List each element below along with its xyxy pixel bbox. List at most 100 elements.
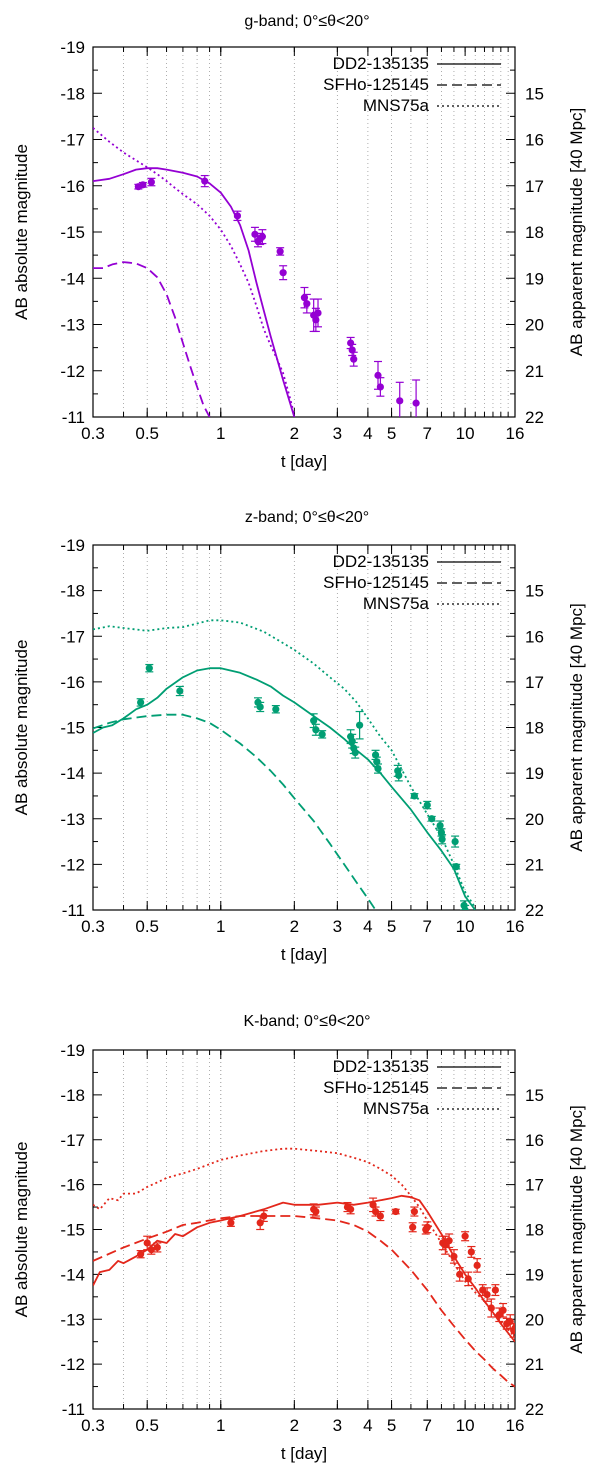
- y-tick-label: -13: [60, 1310, 85, 1329]
- data-point: [137, 698, 145, 707]
- data-point: [139, 181, 147, 189]
- y-tick-label: -15: [60, 223, 85, 242]
- series-line-sfho-125145: [93, 713, 377, 910]
- x-tick-label: 5: [387, 424, 396, 443]
- y-tick-label: -11: [62, 901, 85, 920]
- x-axis-label: t [day]: [281, 945, 327, 964]
- data-point: [233, 212, 242, 220]
- x-tick-label: 4: [363, 917, 372, 936]
- data-point: [176, 687, 184, 695]
- data-point: [376, 383, 384, 391]
- data-point: [396, 397, 404, 405]
- data-point: [279, 269, 287, 277]
- data-point: [491, 1286, 499, 1294]
- x-tick-label: 3: [333, 917, 342, 936]
- x-tick-label: 16: [506, 424, 525, 443]
- data-point: [312, 726, 320, 734]
- y-tick-label: -15: [60, 1221, 85, 1240]
- data-point: [487, 1304, 495, 1312]
- x-tick-label: 0.3: [81, 917, 105, 936]
- data-point: [410, 792, 418, 800]
- x-tick-label: 7: [423, 424, 432, 443]
- x-tick-label: 16: [506, 917, 525, 936]
- data-point: [423, 1223, 431, 1231]
- y-tick-label: -13: [60, 316, 85, 335]
- data-point: [303, 300, 311, 308]
- y-tick-label: -14: [60, 269, 85, 288]
- y2-tick-label: 22: [525, 901, 544, 920]
- data-point: [350, 355, 358, 363]
- chart-panel-2: 0.3 0.5 1 2 3 4 5 7 10 16 -19 -18 -17 -16 -15 -14 -13 -12…: [12, 509, 586, 964]
- data-point: [351, 748, 359, 757]
- x-tick-label: 10: [456, 424, 475, 443]
- data-point: [272, 705, 280, 713]
- y2-tick-label: 19: [525, 1265, 544, 1284]
- y2-tick-label: 16: [525, 131, 544, 150]
- y2-tick-label: 17: [525, 673, 544, 692]
- y-tick-label: -13: [60, 810, 85, 829]
- data-point: [376, 1212, 384, 1220]
- plot-frame: [92, 1049, 516, 1410]
- data-point: [452, 863, 460, 871]
- data-point: [423, 801, 431, 809]
- y2-tick-label: 20: [525, 810, 544, 829]
- data-point: [392, 1207, 400, 1216]
- y-axis-label: AB absolute magnitude: [12, 640, 31, 816]
- x-tick-label: 0.5: [135, 1416, 159, 1435]
- data-point: [312, 1207, 320, 1216]
- chart-title: K-band; 0°≤θ<20°: [244, 1013, 371, 1030]
- data-point: [483, 1290, 491, 1299]
- y2-tick-label: 16: [525, 1131, 544, 1150]
- y-tick-label: -18: [60, 1086, 85, 1105]
- x-tick-label: 10: [456, 917, 475, 936]
- data-point: [347, 339, 355, 347]
- data-point: [314, 309, 322, 317]
- y-axis-label: AB absolute magnitude: [12, 1142, 31, 1318]
- y-tick-label: -14: [60, 764, 85, 783]
- data-point: [428, 815, 436, 823]
- data-point: [450, 1252, 458, 1261]
- data-point: [436, 821, 444, 830]
- legend-label: DD2-135135: [333, 54, 429, 73]
- y-tick-label: -18: [60, 84, 85, 103]
- x-tick-label: 16: [506, 1416, 525, 1435]
- data-point: [318, 730, 326, 738]
- y-tick-label: -17: [60, 1131, 85, 1150]
- y-tick-label: -17: [60, 131, 85, 150]
- y2-tick-label: 18: [525, 1221, 544, 1240]
- data-point: [473, 1261, 481, 1269]
- x-tick-label: 0.3: [81, 424, 105, 443]
- series-line-dd2-135135: [93, 667, 476, 910]
- x-tick-label: 2: [290, 1416, 299, 1435]
- data-point: [153, 1243, 161, 1252]
- plot-frame: [92, 46, 516, 418]
- series-line-mns75a: [93, 619, 476, 909]
- x-tick-label: 7: [423, 1416, 432, 1435]
- y-tick-label: -19: [60, 536, 85, 555]
- x-tick-label: 1: [216, 424, 225, 443]
- data-point: [461, 1232, 469, 1240]
- y2-tick-label: 17: [525, 177, 544, 196]
- y2-axis-label: AB apparent magnitude [40 Mpc]: [567, 108, 586, 357]
- x-axis-label: t [day]: [281, 452, 327, 471]
- y2-tick-label: 22: [525, 1400, 544, 1419]
- legend-label: MNS75a: [363, 96, 430, 115]
- x-tick-label: 0.5: [135, 424, 159, 443]
- y-tick-label: -18: [60, 582, 85, 601]
- legend-label: SFHo-125145: [323, 1078, 429, 1097]
- y2-tick-label: 20: [525, 316, 544, 335]
- data-point: [451, 837, 459, 846]
- x-tick-label: 0.3: [81, 1416, 105, 1435]
- y-tick-label: -15: [60, 719, 85, 738]
- data-point: [445, 1237, 453, 1245]
- y-tick-label: -16: [60, 1176, 85, 1195]
- data-point: [395, 771, 403, 780]
- data-point: [258, 233, 266, 241]
- chart-title: g-band; 0°≤θ<20°: [244, 13, 369, 30]
- data-point: [347, 1205, 355, 1213]
- y-tick-label: -14: [60, 1265, 85, 1284]
- series-line-sfho-125145: [93, 261, 211, 417]
- data-point: [356, 721, 364, 729]
- data-point: [438, 835, 446, 843]
